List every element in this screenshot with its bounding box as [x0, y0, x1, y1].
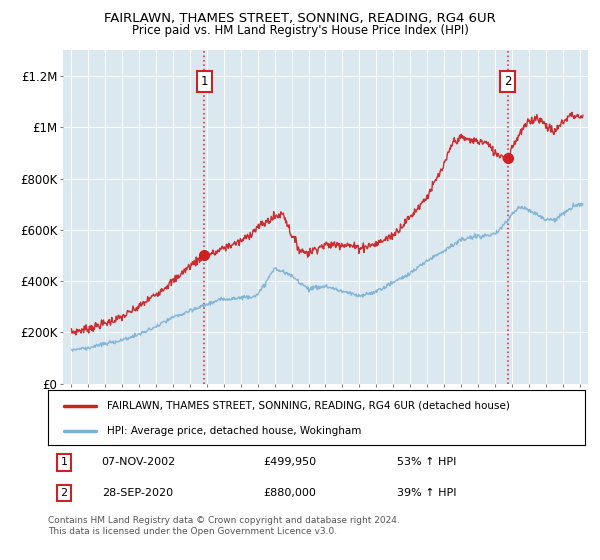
Text: £499,950: £499,950	[263, 457, 316, 467]
Text: £880,000: £880,000	[263, 488, 316, 498]
Text: 39% ↑ HPI: 39% ↑ HPI	[397, 488, 457, 498]
Text: 53% ↑ HPI: 53% ↑ HPI	[397, 457, 457, 467]
Text: 1: 1	[61, 457, 68, 467]
Text: FAIRLAWN, THAMES STREET, SONNING, READING, RG4 6UR: FAIRLAWN, THAMES STREET, SONNING, READIN…	[104, 12, 496, 25]
Text: 07-NOV-2002: 07-NOV-2002	[102, 457, 176, 467]
Text: 1: 1	[200, 74, 208, 88]
Text: 28-SEP-2020: 28-SEP-2020	[102, 488, 173, 498]
Text: 2: 2	[61, 488, 68, 498]
Text: Price paid vs. HM Land Registry's House Price Index (HPI): Price paid vs. HM Land Registry's House …	[131, 24, 469, 37]
Text: HPI: Average price, detached house, Wokingham: HPI: Average price, detached house, Woki…	[107, 427, 361, 436]
Text: FAIRLAWN, THAMES STREET, SONNING, READING, RG4 6UR (detached house): FAIRLAWN, THAMES STREET, SONNING, READIN…	[107, 401, 510, 410]
Text: Contains HM Land Registry data © Crown copyright and database right 2024.
This d: Contains HM Land Registry data © Crown c…	[48, 516, 400, 536]
Text: 2: 2	[504, 74, 511, 88]
